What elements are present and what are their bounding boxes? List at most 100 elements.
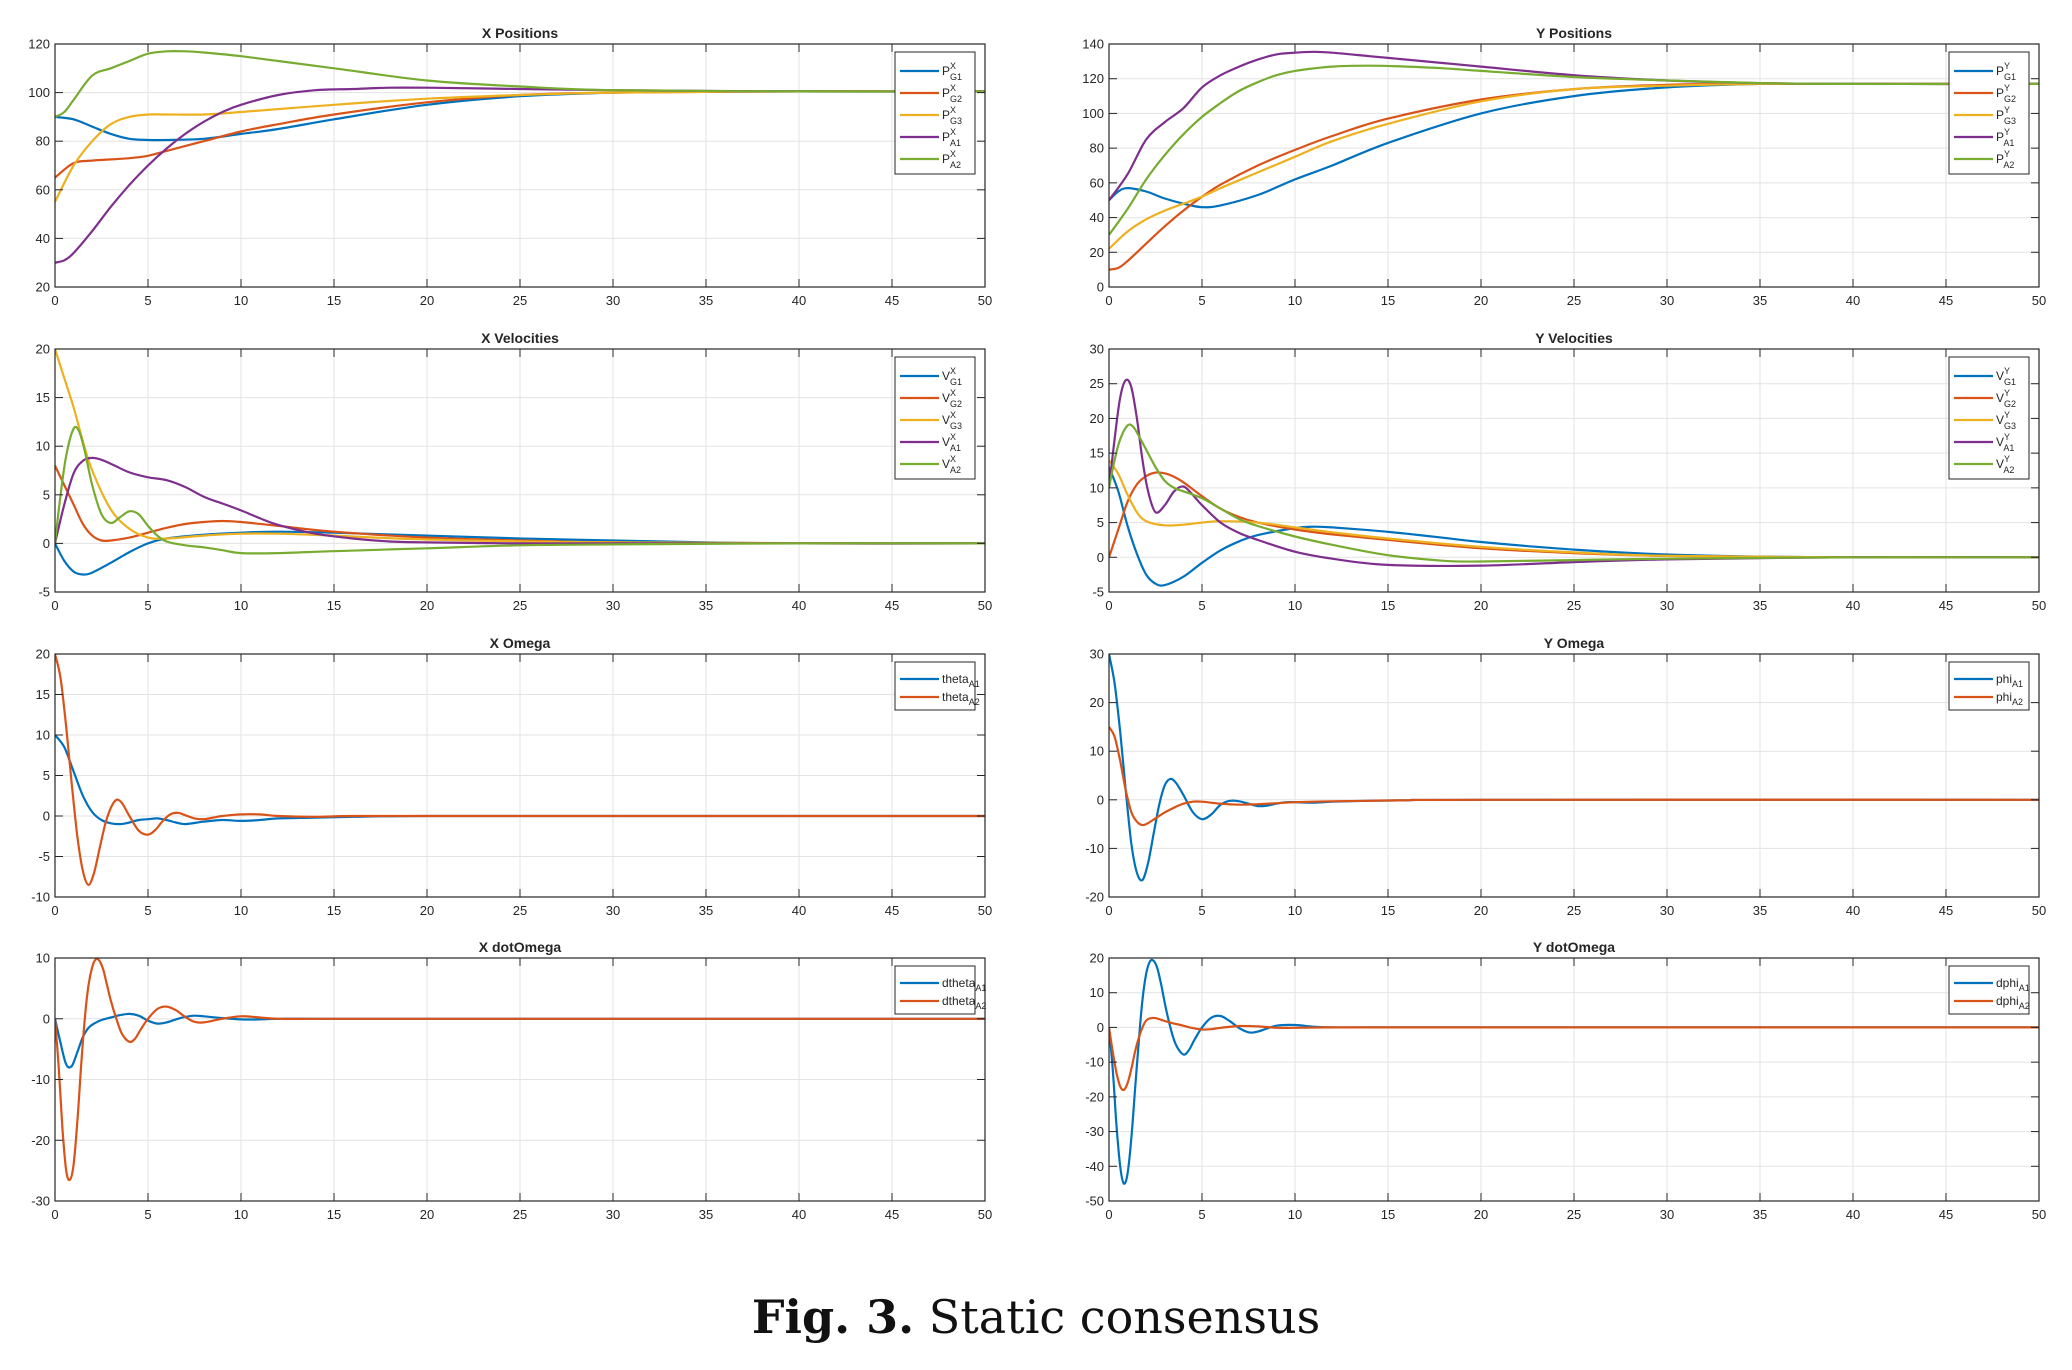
- x-tick-label: 25: [1567, 293, 1581, 308]
- y-tick-label: 15: [1090, 446, 1104, 461]
- chart-title: Y Positions: [1536, 25, 1612, 41]
- chart-title: X Omega: [490, 635, 551, 651]
- legend-box: [894, 661, 976, 711]
- legend-label: dthetaA2: [942, 994, 986, 1011]
- legend-box: [1948, 965, 2030, 1015]
- y-tick-label: 10: [36, 728, 50, 743]
- y-tick-label: 25: [1090, 376, 1104, 391]
- x-tick-label: 40: [1846, 598, 1860, 613]
- y-tick-label: 0: [43, 809, 50, 824]
- y-tick-label: 30: [1090, 342, 1104, 357]
- x-tick-label: 0: [51, 1207, 58, 1222]
- legend-label: PX G2: [942, 83, 962, 104]
- y-tick-label: 0: [1097, 280, 1104, 295]
- x-tick-label: 5: [144, 598, 151, 613]
- y-tick-label: 5: [43, 487, 50, 502]
- legend-box: [1948, 356, 2030, 480]
- y-tick-label: 30: [1090, 647, 1104, 662]
- x-tick-label: 50: [2032, 903, 2046, 918]
- y-tick-label: 80: [36, 134, 50, 149]
- x-tick-label: 0: [51, 903, 58, 918]
- y-tick-label: 100: [28, 85, 50, 100]
- x-tick-label: 10: [234, 1207, 248, 1222]
- x-tick-label: 30: [606, 1207, 620, 1222]
- legend-label: PX A1: [942, 127, 961, 148]
- y-tick-label: -20: [1085, 1089, 1104, 1104]
- x-tick-label: 50: [2032, 1207, 2046, 1222]
- x-tick-label: 45: [885, 903, 899, 918]
- chart-title: X dotOmega: [479, 939, 562, 955]
- series-line-dphi-a2: [1109, 1016, 2039, 1092]
- legend-item-p-y-a2: PY A2: [1954, 149, 2014, 170]
- y-tick-label: -10: [31, 890, 50, 905]
- legend-item-v-x-g3: VX G3: [900, 410, 962, 431]
- legend-label: VX G2: [942, 388, 962, 409]
- legend-item-theta-a1: thetaA1: [900, 672, 980, 689]
- x-tick-label: 35: [699, 293, 713, 308]
- series-line-p-x-g3: [55, 90, 985, 203]
- y-tick-label: -10: [31, 1072, 50, 1087]
- legend-item-p-y-a1: PY A1: [1954, 127, 2014, 148]
- x-tick-label: 45: [885, 598, 899, 613]
- legend-item-dtheta-a2: dthetaA2: [900, 994, 986, 1011]
- chart-title: Y Velocities: [1535, 330, 1613, 346]
- legend-item-v-y-g1: VY G1: [1954, 366, 2016, 387]
- y-tick-label: 60: [1090, 175, 1104, 190]
- legend-label: PY G3: [1996, 105, 2016, 126]
- x-tick-label: 10: [234, 293, 248, 308]
- legend-label: PX A2: [942, 149, 961, 170]
- x-tick-label: 20: [420, 293, 434, 308]
- chart-y-omega: 0 5 10 15 20 25 30 35 40 45 50 -20 -10 0 10 20 30 Y Omega…: [1085, 635, 2046, 918]
- x-tick-label: 20: [420, 598, 434, 613]
- x-tick-label: 35: [699, 1207, 713, 1222]
- x-tick-label: 30: [1660, 598, 1674, 613]
- legend-label: VX A2: [942, 454, 961, 475]
- y-tick-label: -5: [38, 849, 50, 864]
- legend-item-p-y-g1: PY G1: [1954, 61, 2016, 82]
- x-tick-label: 15: [327, 1207, 341, 1222]
- x-tick-label: 35: [699, 903, 713, 918]
- x-tick-label: 20: [420, 1207, 434, 1222]
- legend-item-phi-a2: phiA2: [1954, 690, 2023, 707]
- series-line-p-y-a2: [1109, 64, 2039, 236]
- y-tick-label: -10: [1085, 1055, 1104, 1070]
- y-tick-label: 100: [1082, 106, 1104, 121]
- y-tick-label: -10: [1085, 841, 1104, 856]
- y-tick-label: 40: [1090, 210, 1104, 225]
- chart-title: X Positions: [482, 25, 558, 41]
- y-tick-label: 10: [1090, 744, 1104, 759]
- legend-label: VX G3: [942, 410, 962, 431]
- legend-item-p-y-g2: PY G2: [1954, 83, 2016, 104]
- y-tick-label: 20: [1090, 245, 1104, 260]
- x-tick-label: 35: [699, 598, 713, 613]
- x-tick-label: 45: [1939, 598, 1953, 613]
- x-tick-label: 10: [1288, 293, 1302, 308]
- x-tick-label: 15: [1381, 903, 1395, 918]
- legend-item-v-y-g2: VY G2: [1954, 388, 2016, 409]
- legend-label: VX A1: [942, 432, 961, 453]
- y-tick-label: 20: [36, 342, 50, 357]
- x-tick-label: 10: [234, 903, 248, 918]
- y-tick-label: 0: [43, 1011, 50, 1026]
- x-tick-label: 15: [327, 903, 341, 918]
- x-tick-label: 5: [1198, 293, 1205, 308]
- x-tick-label: 0: [51, 598, 58, 613]
- x-tick-label: 35: [1753, 598, 1767, 613]
- legend-label: VY G1: [1996, 366, 2016, 387]
- x-tick-label: 5: [1198, 1207, 1205, 1222]
- y-tick-label: 0: [1097, 792, 1104, 807]
- x-tick-label: 45: [1939, 903, 1953, 918]
- legend-label: dthetaA1: [942, 976, 986, 993]
- y-tick-label: -20: [1085, 890, 1104, 905]
- chart-y-dotomega: 0 5 10 15 20 25 30 35 40 45 50 -50 -40 -30 -20 -10 0 10 20…: [1085, 939, 2046, 1222]
- x-tick-label: 50: [2032, 293, 2046, 308]
- x-tick-label: 45: [885, 293, 899, 308]
- y-tick-label: 120: [1082, 71, 1104, 86]
- x-tick-label: 40: [792, 293, 806, 308]
- y-tick-label: -30: [1085, 1124, 1104, 1139]
- y-tick-label: -20: [31, 1133, 50, 1148]
